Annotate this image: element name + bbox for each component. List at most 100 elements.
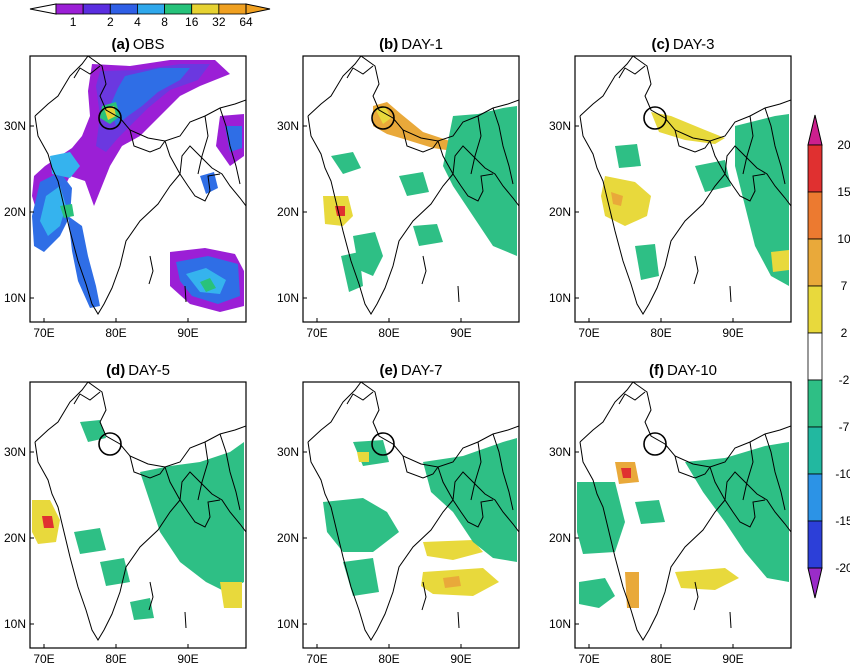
map-panel: (c) DAY-3 70E 80E 90E 30N 20N 10N: [549, 36, 792, 340]
lon-tick-label: 80E: [105, 326, 126, 340]
precip-area: [42, 516, 54, 528]
lat-tick-label: 10N: [4, 617, 26, 631]
lat-tick-label: 20N: [277, 531, 299, 545]
diff-colorbar-label: -20: [835, 561, 850, 575]
obs-colorbar-swatch: [82, 3, 111, 15]
diff-colorbar-top-arrow: [807, 114, 823, 146]
lat-tick-label: 10N: [277, 617, 299, 631]
diff-colorbar-label: 10: [837, 232, 850, 246]
map-panel: (d) DAY-5 70E 80E 90E 30N 20N 10N: [4, 362, 247, 666]
lon-tick-label: 90E: [450, 326, 471, 340]
obs-colorbar-swatch: [191, 3, 220, 15]
lon-tick-label: 70E: [33, 652, 54, 666]
lat-tick-label: 10N: [549, 291, 571, 305]
obs-colorbar-swatch: [109, 3, 138, 15]
map-frame: [574, 381, 792, 649]
precip-area: [423, 438, 517, 562]
map-frame: [29, 381, 247, 649]
diff-colorbar-label: -15: [835, 514, 850, 528]
panel-title: (c) DAY-3: [651, 36, 714, 53]
lon-tick-label: 90E: [722, 326, 743, 340]
lat-tick-label: 30N: [549, 445, 571, 459]
map-frame: [302, 381, 520, 649]
panel-title: (b) DAY-1: [379, 36, 443, 53]
panel-label: (e): [379, 362, 397, 379]
diff-colorbar-swatch: [807, 473, 823, 522]
precip-area: [130, 598, 154, 620]
study-region-circle: [98, 106, 122, 130]
obs-colorbar-label: 32: [212, 15, 226, 29]
panel-name: DAY-10: [667, 362, 717, 379]
obs-colorbar-label: 64: [239, 15, 253, 29]
study-region-circle: [643, 106, 667, 130]
lat-tick-label: 30N: [277, 119, 299, 133]
obs-colorbar-right-arrow: [245, 3, 271, 15]
lon-tick-label: 70E: [578, 326, 599, 340]
diff-colorbar: 20 15 10 7 2 -2 -7 -10 -15 -20: [807, 114, 850, 599]
diff-colorbar-swatch: [807, 379, 823, 428]
diff-colorbar-swatch: [807, 426, 823, 475]
obs-colorbar-label: 1: [70, 15, 77, 29]
precip-area: [373, 102, 459, 152]
precip-area: [675, 568, 739, 590]
precip-area: [104, 106, 116, 120]
precip-area: [110, 68, 190, 126]
diff-colorbar-label: 15: [837, 185, 850, 199]
precip-area: [611, 192, 623, 206]
panel-name: OBS: [133, 36, 165, 53]
precip-area: [80, 420, 106, 442]
panel-title: (e) DAY-7: [379, 362, 442, 379]
precip-area: [220, 582, 242, 608]
diff-colorbar-label: 7: [841, 279, 848, 293]
precip-area: [68, 216, 100, 308]
lat-tick-label: 10N: [549, 617, 571, 631]
precip-area: [771, 250, 789, 272]
precip-area: [343, 558, 379, 596]
obs-colorbar-label: 4: [134, 15, 141, 29]
precip-area: [443, 106, 517, 256]
precip-area: [60, 204, 74, 218]
diff-colorbar-label: -2: [839, 373, 850, 387]
panel-title: (d) DAY-5: [106, 362, 170, 379]
map-frame: [29, 55, 247, 323]
panel-label: (c): [651, 36, 669, 53]
diff-colorbar-label: 2: [841, 326, 848, 340]
diff-colorbar-swatch: [807, 144, 823, 193]
lat-tick-label: 10N: [277, 291, 299, 305]
lon-tick-label: 70E: [306, 652, 327, 666]
precip-area: [615, 144, 641, 168]
lon-tick-label: 70E: [33, 326, 54, 340]
lat-tick-label: 20N: [4, 205, 26, 219]
panel-label: (d): [106, 362, 125, 379]
precip-area: [443, 576, 461, 588]
lon-tick-label: 80E: [105, 652, 126, 666]
precip-area: [735, 114, 789, 286]
panel-name: DAY-7: [401, 362, 443, 379]
diff-colorbar-label: -7: [839, 420, 850, 434]
study-region-circle: [371, 432, 395, 456]
diff-colorbar-label: 20: [837, 138, 850, 152]
lat-tick-label: 20N: [4, 531, 26, 545]
precip-area: [50, 152, 80, 178]
obs-colorbar-swatch: [55, 3, 84, 15]
lat-tick-label: 30N: [4, 119, 26, 133]
precip-area: [651, 112, 725, 144]
precip-area: [635, 244, 659, 280]
lat-tick-label: 30N: [549, 119, 571, 133]
lon-tick-label: 90E: [177, 652, 198, 666]
map-panel: (a) OBS 70E 80E 90E 30N 20N 10N: [4, 36, 247, 340]
precip-area: [341, 252, 363, 292]
precip-area: [577, 482, 625, 554]
diff-colorbar-swatch: [807, 520, 823, 569]
precip-area: [32, 60, 230, 216]
panel-title: (f) DAY-10: [649, 362, 717, 379]
lon-tick-label: 80E: [650, 326, 671, 340]
diff-colorbar-swatch: [807, 238, 823, 287]
panel-label: (f): [649, 362, 664, 379]
lon-tick-label: 90E: [450, 652, 471, 666]
precip-area: [413, 224, 443, 246]
precip-area: [601, 176, 651, 226]
precip-area: [625, 572, 639, 608]
lon-tick-label: 90E: [722, 652, 743, 666]
precip-area: [74, 528, 106, 554]
